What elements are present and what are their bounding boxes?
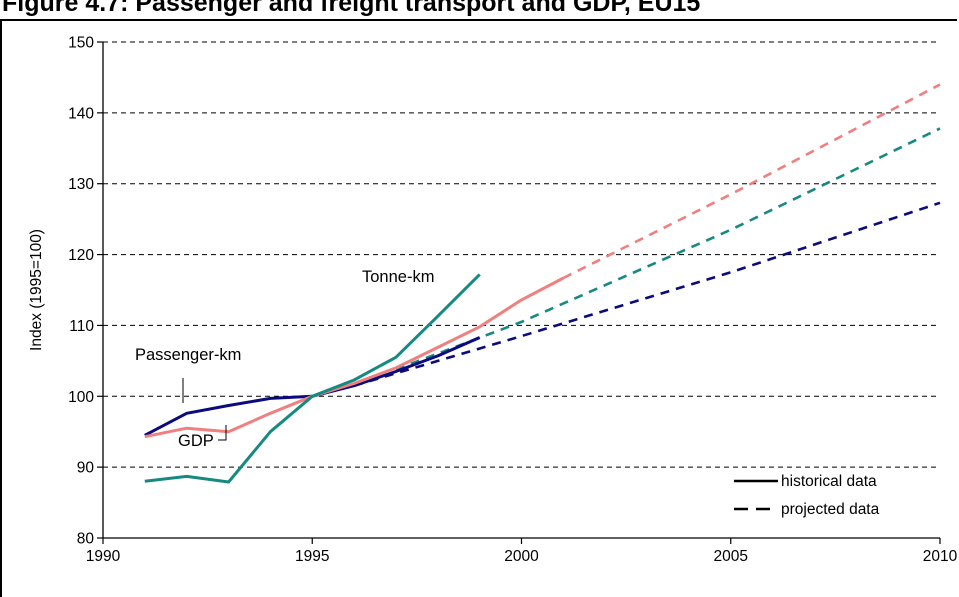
tonne-km-historical-line	[144, 273, 481, 484]
gdp-projected-line	[562, 83, 941, 280]
y-tick-label-90: 90	[77, 460, 95, 477]
figure-title: Figure 4.7: Passenger and freight transp…	[2, 0, 701, 17]
y-tick-label-80: 80	[77, 531, 95, 548]
passenger-km-label: Passenger-km	[135, 346, 241, 364]
y-tick-label-140: 140	[68, 105, 94, 122]
legend-historical-label: historical data	[781, 473, 877, 490]
y-axis-label: Index (1995=100)	[28, 229, 45, 351]
series-lines	[144, 83, 941, 484]
y-tick-label-150: 150	[68, 35, 94, 52]
x-tick-label-2010: 2010	[923, 548, 958, 565]
gdp-historical-line	[144, 276, 565, 439]
x-tick-label-2000: 2000	[504, 548, 539, 565]
axes	[102, 42, 940, 539]
y-tick-label-120: 120	[68, 247, 94, 264]
gdp-label: GDP	[178, 432, 214, 450]
y-tick-labels: 80 90 100 110 120 130 140 150	[68, 35, 103, 548]
annotation-passenger-km: Passenger-km	[135, 346, 241, 403]
x-tick-label-1995: 1995	[295, 548, 329, 565]
gdp-leader-line	[218, 425, 227, 441]
y-tick-label-110: 110	[69, 318, 94, 335]
gridlines	[103, 41, 940, 468]
tonne-km-projected-line	[395, 127, 941, 371]
tonne-km-label: Tonne-km	[362, 268, 434, 286]
annotation-gdp: GDP	[178, 425, 227, 450]
annotation-tonne-km: Tonne-km	[362, 268, 434, 286]
figure-frame	[0, 19, 957, 597]
legend-projected-label: projected data	[781, 501, 880, 518]
passenger-km-projected-line	[353, 201, 941, 387]
x-tick-label-2005: 2005	[714, 548, 748, 565]
legend: historical data projected data	[734, 473, 880, 518]
x-tick-labels: 1990 1995 2000 2005 2010	[86, 538, 958, 565]
y-tick-label-130: 130	[68, 176, 94, 193]
y-tick-label-100: 100	[68, 389, 94, 406]
x-tick-label-1990: 1990	[86, 548, 121, 565]
